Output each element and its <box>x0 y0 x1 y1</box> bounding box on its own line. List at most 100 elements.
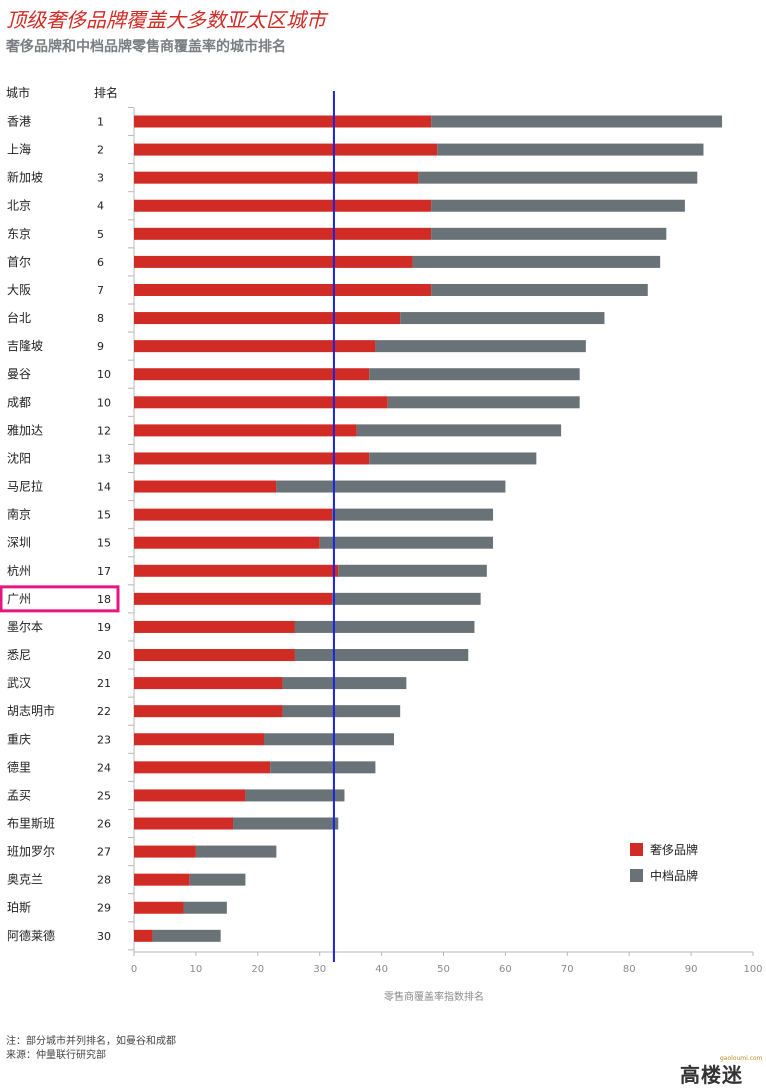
rank-label: 7 <box>97 284 104 297</box>
city-label: 班加罗尔 <box>7 844 55 859</box>
rank-label: 2 <box>97 144 104 157</box>
x-tick-label: 10 <box>190 964 203 975</box>
x-tick-label: 100 <box>743 964 762 975</box>
bar-midrange <box>319 536 494 549</box>
bar-midrange <box>245 789 345 802</box>
city-label: 深圳 <box>7 536 31 550</box>
city-label: 胡志明市 <box>7 703 55 718</box>
bar-midrange <box>431 227 667 240</box>
city-label: 广州 <box>7 592 31 606</box>
bar-luxury <box>134 255 413 268</box>
bar-luxury <box>134 873 190 886</box>
city-label: 墨尔本 <box>7 619 43 634</box>
x-tick-label: 70 <box>561 964 574 975</box>
bar-luxury <box>134 592 333 605</box>
x-tick-label: 40 <box>375 964 388 975</box>
rank-label: 3 <box>97 172 104 185</box>
city-label: 重庆 <box>7 732 31 746</box>
highlight-box <box>0 585 120 613</box>
rank-label: 1 <box>97 116 104 129</box>
x-tick-label: 90 <box>685 964 698 975</box>
bar-luxury <box>134 901 184 914</box>
rank-label: 23 <box>97 733 111 746</box>
bar-luxury <box>134 929 153 942</box>
city-label: 德里 <box>7 759 31 774</box>
bar-luxury <box>134 283 432 296</box>
x-axis-title: 零售商覆盖率指数排名 <box>384 990 484 1003</box>
bar-luxury <box>134 312 401 325</box>
bar-midrange <box>387 396 580 409</box>
bar-luxury <box>134 817 234 830</box>
bar-luxury <box>134 143 438 156</box>
bar-luxury <box>134 396 388 409</box>
chart-subtitle: 奢侈品牌和中档品牌零售商覆盖率的城市排名 <box>6 39 286 55</box>
rank-label: 27 <box>97 846 111 859</box>
city-column-header: 城市 <box>6 85 30 100</box>
footnote-source: 来源：仲量联行研究部 <box>6 1050 106 1061</box>
bar-midrange <box>233 817 339 830</box>
city-label: 武汉 <box>7 676 31 690</box>
rank-label: 8 <box>97 312 104 325</box>
rank-label: 13 <box>97 452 111 465</box>
city-label: 杭州 <box>7 563 31 578</box>
x-tick-label: 20 <box>251 964 264 975</box>
bar-luxury <box>134 115 432 128</box>
bar-luxury <box>134 649 295 662</box>
row-labels-group: 香港 1 上海 2 新加坡 3 北京 4 东京 5 首尔 6 大阪 7 台北 8 吉隆坡 9 曼谷 10 成都 10 雅加达… <box>0 115 120 943</box>
rank-label: 26 <box>97 818 111 831</box>
bar-midrange <box>332 508 494 521</box>
city-label: 成都 <box>7 395 31 409</box>
bar-luxury <box>134 368 370 381</box>
bar-luxury <box>134 761 271 774</box>
bar-midrange <box>356 424 562 437</box>
bar-midrange <box>418 171 698 184</box>
bar-luxury <box>134 536 320 549</box>
bar-midrange <box>294 620 475 633</box>
bar-midrange <box>369 452 537 465</box>
city-label: 首尔 <box>7 254 31 269</box>
city-label: 香港 <box>7 115 31 129</box>
bar-midrange <box>437 143 704 156</box>
rank-label: 14 <box>97 481 111 494</box>
rank-label: 20 <box>97 649 111 662</box>
bar-midrange <box>369 368 580 381</box>
logo-text: 高楼迷 <box>680 1063 743 1087</box>
city-label: 南京 <box>7 507 31 522</box>
bar-luxury <box>134 452 370 465</box>
city-label: 北京 <box>7 199 31 213</box>
rank-label: 17 <box>97 565 111 578</box>
rank-label: 12 <box>97 424 111 437</box>
x-tick-label: 50 <box>437 964 450 975</box>
bar-luxury <box>134 199 432 212</box>
city-label: 台北 <box>7 310 31 325</box>
x-tick-label: 30 <box>313 964 326 975</box>
footnote-note: 注：部分城市并列排名，如曼谷和成都 <box>6 1036 176 1047</box>
city-label: 珀斯 <box>7 901 31 915</box>
rank-label: 28 <box>97 874 111 887</box>
bar-midrange <box>183 901 227 914</box>
bar-midrange <box>189 873 246 886</box>
city-label: 大阪 <box>7 283 31 297</box>
bar-midrange <box>282 677 407 690</box>
bar-luxury <box>134 733 264 746</box>
bar-midrange <box>375 340 586 353</box>
city-label: 上海 <box>7 142 31 157</box>
chart-title: 顶级奢侈品牌覆盖大多数亚太区城市 <box>6 8 326 32</box>
legend-label: 奢侈品牌 <box>650 843 698 857</box>
bar-luxury <box>134 620 295 633</box>
rank-label: 10 <box>97 368 111 381</box>
rank-label: 29 <box>97 902 111 915</box>
bar-midrange <box>400 312 605 325</box>
bar-luxury <box>134 845 196 858</box>
x-tick-label: 0 <box>131 964 137 975</box>
rank-label: 9 <box>97 340 104 353</box>
bar-midrange <box>152 929 221 942</box>
bar-luxury <box>134 508 333 521</box>
rank-label: 19 <box>97 621 111 634</box>
city-label: 奥克兰 <box>7 873 43 887</box>
bar-luxury <box>134 677 283 690</box>
bar-midrange <box>338 564 487 577</box>
city-label: 阿德莱德 <box>7 928 55 943</box>
